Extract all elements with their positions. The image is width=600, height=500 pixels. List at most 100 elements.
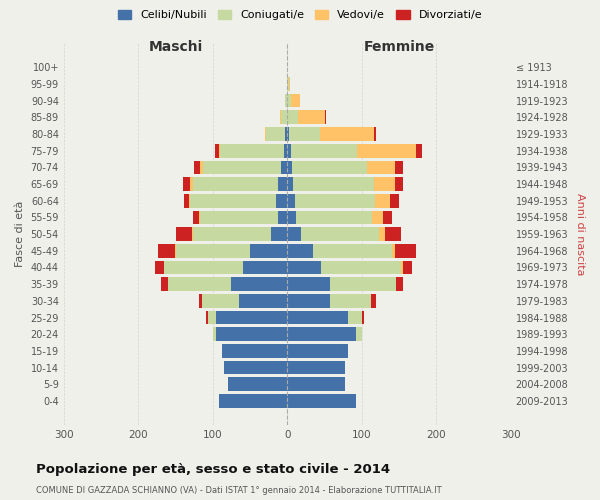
Legend: Celibi/Nubili, Coniugati/e, Vedovi/e, Divorziati/e: Celibi/Nubili, Coniugati/e, Vedovi/e, Di… <box>113 6 487 25</box>
Bar <box>331 278 396 291</box>
Bar <box>161 278 168 291</box>
Bar <box>287 260 321 274</box>
Bar <box>287 278 331 291</box>
Bar <box>199 210 200 224</box>
Bar <box>206 310 208 324</box>
Bar <box>396 278 403 291</box>
Bar <box>202 294 239 308</box>
Bar <box>362 310 364 324</box>
Bar <box>276 194 287 207</box>
Bar <box>374 177 395 191</box>
Bar <box>293 177 374 191</box>
Bar <box>296 210 372 224</box>
Bar <box>287 378 346 391</box>
Bar <box>158 244 175 258</box>
Bar <box>301 228 379 241</box>
Bar <box>291 144 356 158</box>
Bar <box>287 360 346 374</box>
Bar <box>183 177 190 191</box>
Bar <box>349 310 362 324</box>
Bar <box>193 177 278 191</box>
Text: COMUNE DI GAZZADA SCHIANNO (VA) - Dati ISTAT 1° gennaio 2014 - Elaborazione TUTT: COMUNE DI GAZZADA SCHIANNO (VA) - Dati I… <box>36 486 442 495</box>
Bar <box>321 260 401 274</box>
Bar <box>292 160 367 174</box>
Bar <box>217 310 287 324</box>
Bar <box>287 294 331 308</box>
Bar <box>287 160 292 174</box>
Bar <box>155 260 164 274</box>
Bar <box>403 260 412 274</box>
Bar <box>176 244 250 258</box>
Bar <box>287 77 289 91</box>
Bar <box>395 244 416 258</box>
Bar <box>289 127 320 141</box>
Text: Popolazione per età, sesso e stato civile - 2014: Popolazione per età, sesso e stato civil… <box>36 462 390 475</box>
Bar <box>313 244 392 258</box>
Bar <box>285 127 287 141</box>
Bar <box>175 244 176 258</box>
Bar <box>278 210 287 224</box>
Bar <box>401 260 403 274</box>
Bar <box>331 294 371 308</box>
Bar <box>295 194 375 207</box>
Y-axis label: Anni di nascita: Anni di nascita <box>575 193 585 276</box>
Bar <box>278 177 287 191</box>
Bar <box>383 210 392 224</box>
Bar <box>385 228 401 241</box>
Bar <box>222 344 287 358</box>
Bar <box>395 177 403 191</box>
Bar <box>287 127 289 141</box>
Bar <box>190 177 193 191</box>
Bar <box>220 144 284 158</box>
Bar <box>190 194 276 207</box>
Bar <box>189 194 190 207</box>
Bar <box>287 228 301 241</box>
Bar <box>371 294 376 308</box>
Bar <box>281 110 287 124</box>
Bar <box>200 160 203 174</box>
Bar <box>287 194 295 207</box>
Bar <box>203 160 281 174</box>
Bar <box>176 228 192 241</box>
Bar <box>184 194 189 207</box>
Bar <box>416 144 422 158</box>
Bar <box>287 110 298 124</box>
Bar <box>242 260 287 274</box>
Bar <box>287 210 296 224</box>
Bar <box>193 228 271 241</box>
Bar <box>372 210 383 224</box>
Bar <box>280 110 281 124</box>
Bar <box>199 294 202 308</box>
Bar <box>298 110 325 124</box>
Text: Femmine: Femmine <box>364 40 434 54</box>
Bar <box>392 244 395 258</box>
Bar <box>284 144 287 158</box>
Bar <box>224 360 287 374</box>
Bar <box>325 110 326 124</box>
Text: Maschi: Maschi <box>148 40 203 54</box>
Bar <box>192 228 193 241</box>
Bar <box>215 144 219 158</box>
Bar <box>271 228 287 241</box>
Bar <box>265 127 266 141</box>
Bar <box>232 278 287 291</box>
Bar <box>193 210 199 224</box>
Bar <box>287 244 313 258</box>
Bar <box>367 160 395 174</box>
Bar <box>285 94 287 108</box>
Bar <box>213 328 217 341</box>
Bar <box>219 144 220 158</box>
Bar <box>287 394 356 408</box>
Bar <box>395 160 403 174</box>
Bar <box>266 127 285 141</box>
Bar <box>200 210 278 224</box>
Bar <box>390 194 399 207</box>
Bar <box>287 344 349 358</box>
Bar <box>356 144 416 158</box>
Bar <box>291 94 300 108</box>
Bar <box>356 328 362 341</box>
Bar <box>281 160 287 174</box>
Bar <box>250 244 287 258</box>
Bar <box>219 394 287 408</box>
Bar <box>287 328 356 341</box>
